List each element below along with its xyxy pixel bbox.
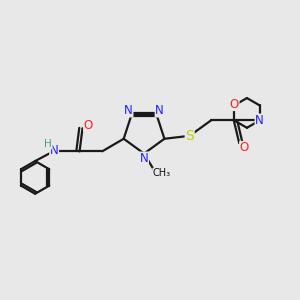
Text: H: H bbox=[44, 139, 52, 149]
Text: CH₃: CH₃ bbox=[153, 168, 171, 178]
Text: O: O bbox=[240, 142, 249, 154]
Text: N: N bbox=[140, 152, 148, 165]
Text: N: N bbox=[255, 114, 264, 127]
Text: N: N bbox=[50, 145, 58, 158]
Text: O: O bbox=[230, 98, 239, 110]
Text: N: N bbox=[155, 104, 164, 117]
Text: O: O bbox=[84, 118, 93, 132]
Text: N: N bbox=[124, 104, 133, 117]
Text: S: S bbox=[185, 129, 194, 143]
